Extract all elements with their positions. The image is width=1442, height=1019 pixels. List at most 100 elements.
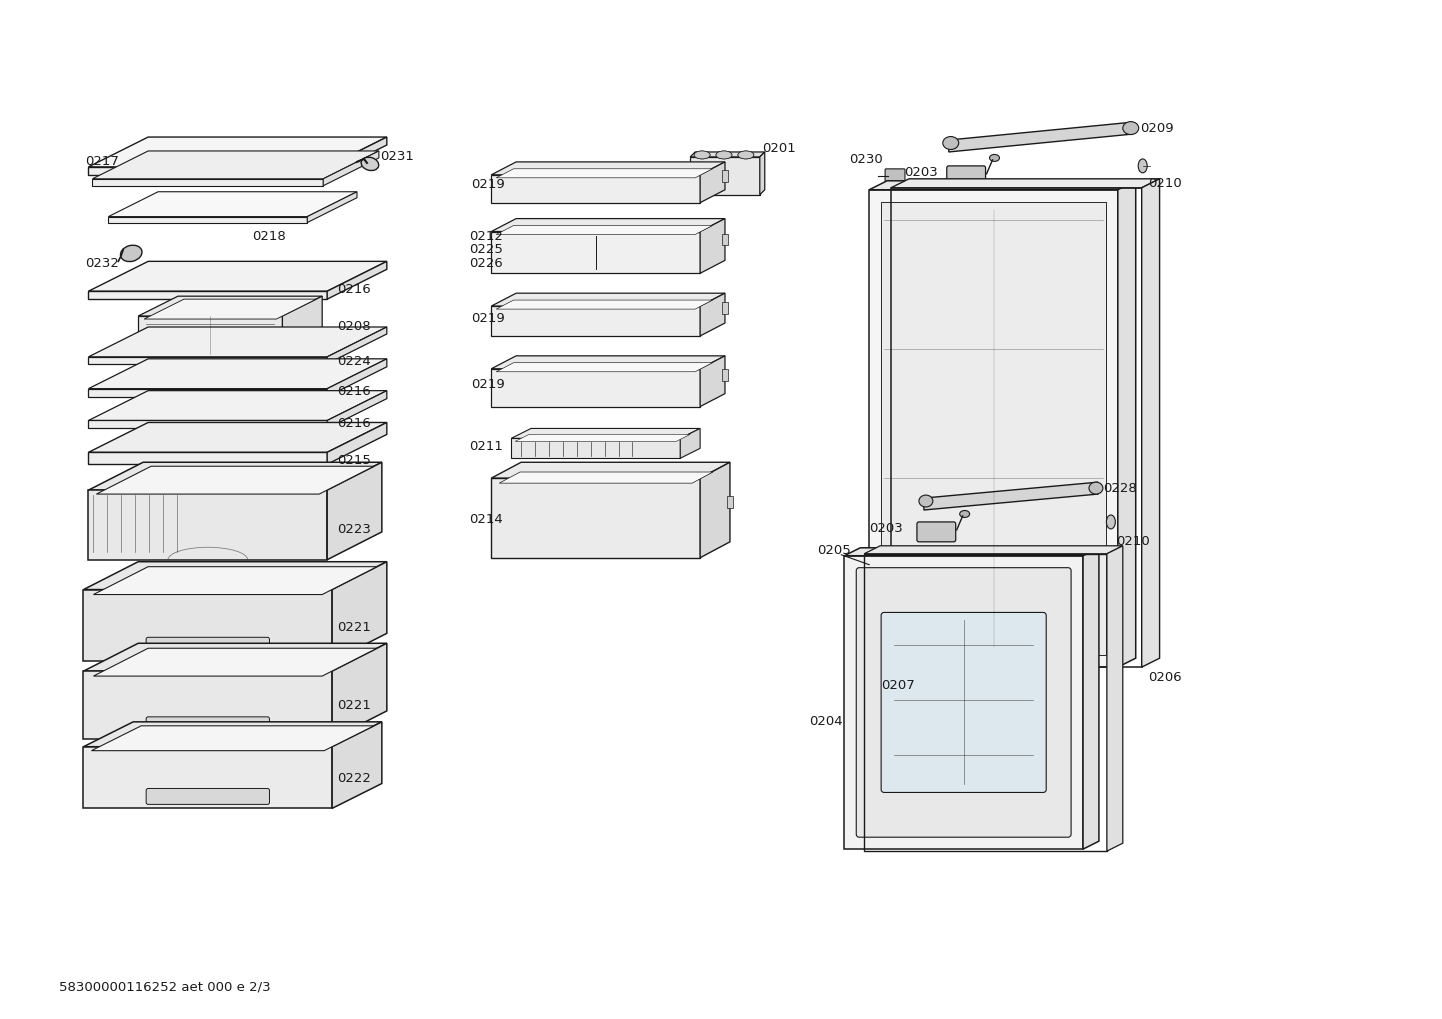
Polygon shape xyxy=(949,122,1133,152)
Text: 0215: 0215 xyxy=(337,453,371,467)
Polygon shape xyxy=(496,300,712,309)
Polygon shape xyxy=(138,297,322,316)
Text: 0207: 0207 xyxy=(881,679,914,692)
Polygon shape xyxy=(496,169,712,178)
Text: 0203: 0203 xyxy=(904,166,937,179)
Polygon shape xyxy=(496,363,712,372)
Polygon shape xyxy=(88,423,386,452)
Ellipse shape xyxy=(1138,159,1148,173)
Polygon shape xyxy=(1142,178,1159,667)
Polygon shape xyxy=(88,388,327,396)
Text: 0206: 0206 xyxy=(1148,671,1181,684)
Text: 0221: 0221 xyxy=(337,699,371,712)
Text: 0203: 0203 xyxy=(870,523,903,535)
Polygon shape xyxy=(510,438,681,459)
Text: 0219: 0219 xyxy=(472,178,505,192)
Polygon shape xyxy=(88,357,327,364)
Ellipse shape xyxy=(919,495,933,507)
Polygon shape xyxy=(84,590,332,661)
Polygon shape xyxy=(108,192,358,217)
Bar xyxy=(881,202,1106,655)
Bar xyxy=(727,496,733,508)
Polygon shape xyxy=(510,428,701,438)
Polygon shape xyxy=(845,548,1099,555)
Text: 0217: 0217 xyxy=(85,156,120,168)
Ellipse shape xyxy=(694,151,709,159)
Polygon shape xyxy=(1118,180,1136,667)
Polygon shape xyxy=(327,327,386,364)
Polygon shape xyxy=(327,463,382,559)
FancyBboxPatch shape xyxy=(146,716,270,734)
Bar xyxy=(722,303,728,314)
Bar xyxy=(722,369,728,381)
Polygon shape xyxy=(691,157,760,195)
Polygon shape xyxy=(760,152,764,195)
Text: 58300000116252 aet 000 e 2/3: 58300000116252 aet 000 e 2/3 xyxy=(59,981,270,994)
FancyBboxPatch shape xyxy=(857,568,1071,838)
Polygon shape xyxy=(327,137,386,175)
Text: 0212: 0212 xyxy=(470,230,503,243)
Polygon shape xyxy=(92,151,379,178)
Text: 0216: 0216 xyxy=(337,385,371,398)
Text: 0204: 0204 xyxy=(809,715,844,729)
Ellipse shape xyxy=(738,151,754,159)
Polygon shape xyxy=(91,726,373,751)
Polygon shape xyxy=(97,467,373,494)
Polygon shape xyxy=(891,178,1159,187)
Ellipse shape xyxy=(1089,482,1103,494)
Polygon shape xyxy=(492,175,701,203)
Ellipse shape xyxy=(717,151,733,159)
Ellipse shape xyxy=(121,246,141,262)
Polygon shape xyxy=(283,297,322,354)
Polygon shape xyxy=(88,291,327,300)
Polygon shape xyxy=(323,151,379,185)
Text: 0210: 0210 xyxy=(1116,535,1149,548)
Text: 0226: 0226 xyxy=(470,257,503,270)
Polygon shape xyxy=(84,643,386,672)
Bar xyxy=(722,170,728,181)
Polygon shape xyxy=(701,293,725,336)
Polygon shape xyxy=(138,316,283,354)
Polygon shape xyxy=(870,180,1136,190)
Polygon shape xyxy=(332,721,382,808)
Polygon shape xyxy=(1083,548,1099,849)
Polygon shape xyxy=(492,219,725,231)
Ellipse shape xyxy=(717,151,733,159)
Ellipse shape xyxy=(1123,121,1139,135)
Polygon shape xyxy=(84,747,332,808)
Polygon shape xyxy=(88,167,327,175)
FancyBboxPatch shape xyxy=(885,169,906,182)
Polygon shape xyxy=(1107,546,1123,851)
Polygon shape xyxy=(84,672,332,739)
Text: 0228: 0228 xyxy=(1103,482,1136,494)
Polygon shape xyxy=(515,434,691,441)
Text: 0230: 0230 xyxy=(849,154,883,166)
Polygon shape xyxy=(681,428,701,459)
Polygon shape xyxy=(492,369,701,407)
Text: 0209: 0209 xyxy=(1139,121,1174,135)
Polygon shape xyxy=(88,327,386,357)
Polygon shape xyxy=(332,643,386,739)
Text: 0210: 0210 xyxy=(1148,177,1181,191)
Polygon shape xyxy=(701,463,730,557)
Polygon shape xyxy=(701,162,725,203)
Text: 0216: 0216 xyxy=(337,282,371,296)
Polygon shape xyxy=(84,721,382,747)
FancyBboxPatch shape xyxy=(947,166,985,185)
FancyBboxPatch shape xyxy=(917,522,956,542)
Ellipse shape xyxy=(943,137,959,150)
Polygon shape xyxy=(701,356,725,407)
FancyBboxPatch shape xyxy=(146,789,270,804)
Polygon shape xyxy=(496,225,712,234)
Polygon shape xyxy=(307,192,358,222)
Text: 0221: 0221 xyxy=(337,621,371,634)
Text: 0218: 0218 xyxy=(252,230,287,243)
Polygon shape xyxy=(144,300,316,319)
Ellipse shape xyxy=(1106,515,1115,529)
Bar xyxy=(722,233,728,246)
Polygon shape xyxy=(94,648,376,676)
Polygon shape xyxy=(701,219,725,273)
Ellipse shape xyxy=(694,151,709,159)
Polygon shape xyxy=(88,137,386,167)
FancyBboxPatch shape xyxy=(146,637,270,655)
